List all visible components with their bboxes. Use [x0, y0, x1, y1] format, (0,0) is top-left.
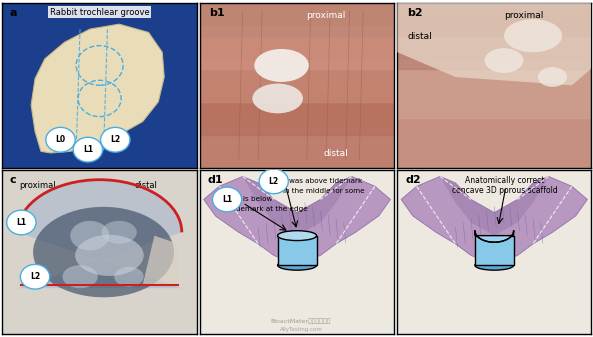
Circle shape [101, 127, 130, 152]
Polygon shape [17, 180, 182, 288]
Circle shape [212, 187, 242, 212]
Text: L1: L1 [222, 195, 232, 204]
Bar [475, 236, 514, 265]
Text: distal: distal [324, 149, 348, 158]
Text: b1: b1 [209, 8, 225, 18]
Circle shape [73, 137, 103, 162]
Text: distal: distal [407, 32, 432, 41]
Polygon shape [401, 177, 587, 265]
Polygon shape [31, 24, 164, 153]
Text: L1: L1 [16, 218, 27, 227]
Circle shape [20, 265, 50, 289]
Text: L1: L1 [83, 145, 93, 154]
Ellipse shape [71, 221, 110, 250]
Ellipse shape [33, 207, 174, 297]
Text: c: c [9, 175, 16, 185]
Polygon shape [204, 177, 390, 265]
Text: proximal: proximal [307, 11, 346, 20]
Polygon shape [143, 236, 178, 285]
Polygon shape [440, 177, 549, 236]
Text: was above tidemark: was above tidemark [289, 178, 362, 184]
Ellipse shape [254, 49, 309, 82]
Text: L2: L2 [110, 135, 120, 144]
Text: a: a [9, 8, 17, 18]
Ellipse shape [101, 221, 137, 244]
Ellipse shape [484, 48, 524, 73]
Ellipse shape [278, 231, 317, 241]
Text: in the middle for some: in the middle for some [283, 188, 365, 194]
Ellipse shape [475, 260, 514, 270]
Ellipse shape [114, 267, 144, 286]
Text: proximal: proximal [503, 11, 543, 20]
Polygon shape [243, 177, 352, 236]
Ellipse shape [538, 67, 567, 87]
Ellipse shape [75, 235, 144, 276]
Ellipse shape [62, 265, 98, 288]
Bar [278, 236, 317, 265]
Text: L2: L2 [269, 177, 279, 186]
Text: distal: distal [135, 181, 158, 190]
Text: L0: L0 [55, 135, 66, 144]
Text: d2: d2 [405, 175, 420, 185]
Circle shape [259, 169, 288, 194]
Ellipse shape [278, 260, 317, 270]
Text: L2: L2 [30, 272, 40, 281]
Ellipse shape [253, 84, 303, 113]
Circle shape [46, 127, 75, 152]
Ellipse shape [504, 19, 562, 52]
Text: proximal: proximal [20, 181, 56, 190]
Text: Anatomically correct: Anatomically correct [465, 177, 544, 185]
Polygon shape [397, 3, 591, 85]
Polygon shape [475, 231, 514, 242]
Text: AllyTesting.com: AllyTesting.com [279, 327, 323, 332]
Text: Rabbit trochlear groove: Rabbit trochlear groove [50, 8, 149, 17]
Circle shape [7, 210, 36, 235]
Text: d1: d1 [208, 175, 223, 185]
Text: BioactMater生物活性材料: BioactMater生物活性材料 [271, 318, 331, 324]
Text: b2: b2 [407, 8, 423, 18]
Text: concave 3D porous scaffold: concave 3D porous scaffold [452, 186, 557, 195]
Text: tidemark at the edge: tidemark at the edge [231, 206, 308, 212]
Text: is below: is below [243, 196, 272, 203]
